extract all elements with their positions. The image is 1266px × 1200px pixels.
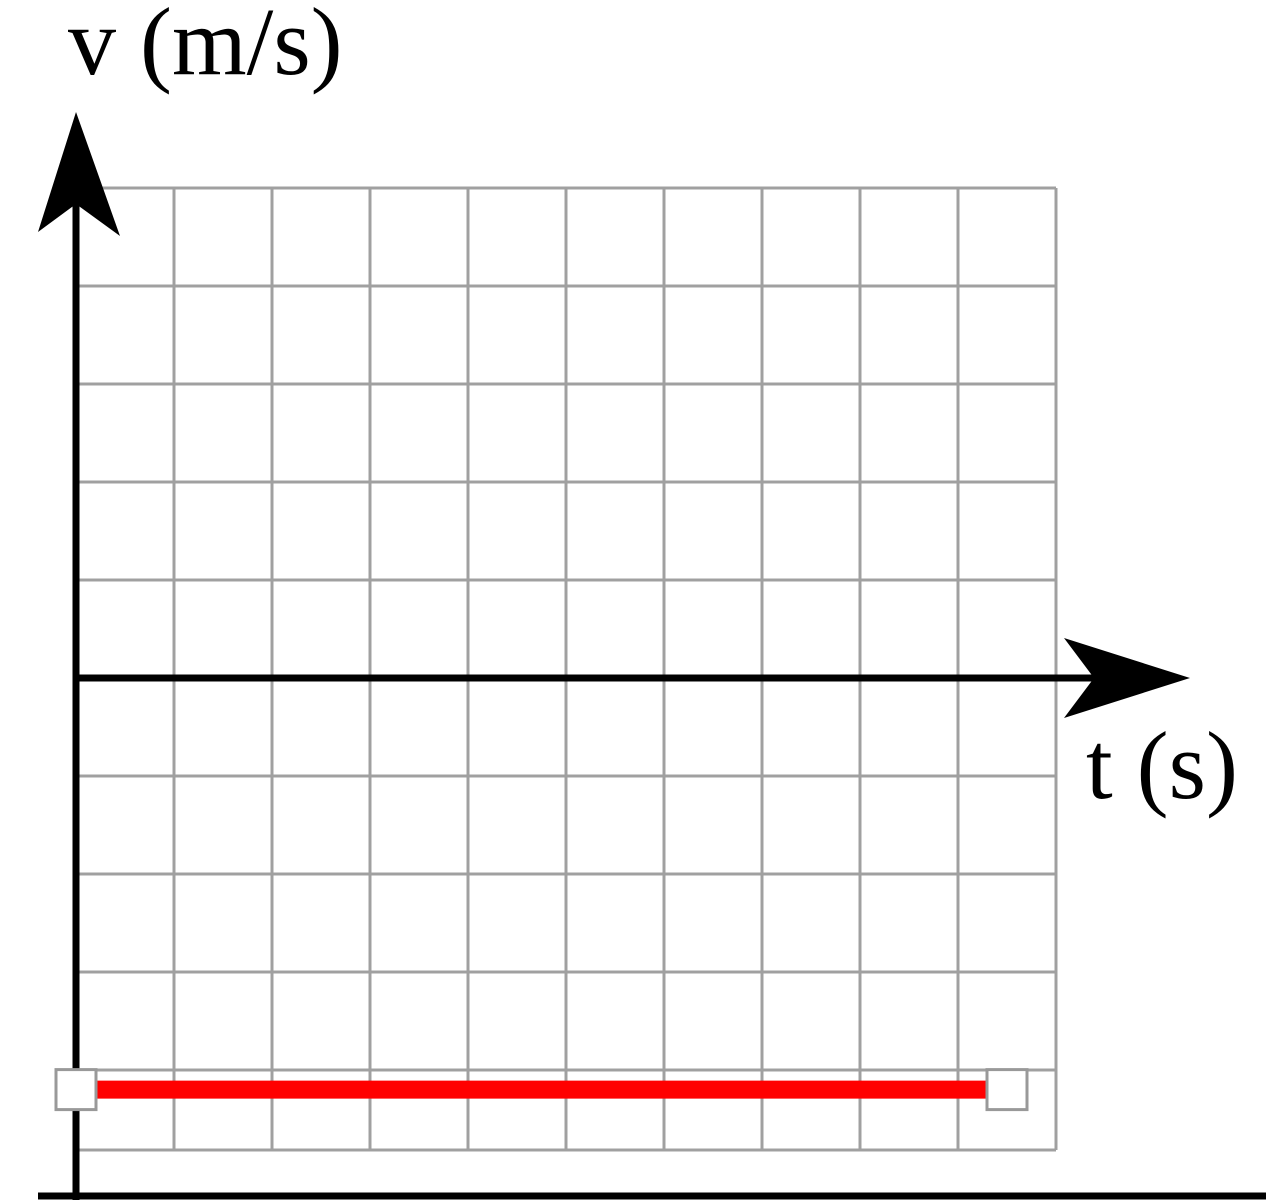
- x-axis-arrowhead: [1064, 638, 1190, 718]
- y-axis-arrowhead: [38, 112, 120, 236]
- y-axis-label: v (m/s): [68, 0, 343, 95]
- x-axis-label: t (s): [1086, 712, 1238, 819]
- end-point-handle[interactable]: [985, 1068, 1029, 1112]
- start-point-handle[interactable]: [54, 1068, 98, 1112]
- grid: [76, 186, 1058, 1152]
- axes: [38, 112, 1266, 1200]
- series-layer: [54, 1068, 1029, 1112]
